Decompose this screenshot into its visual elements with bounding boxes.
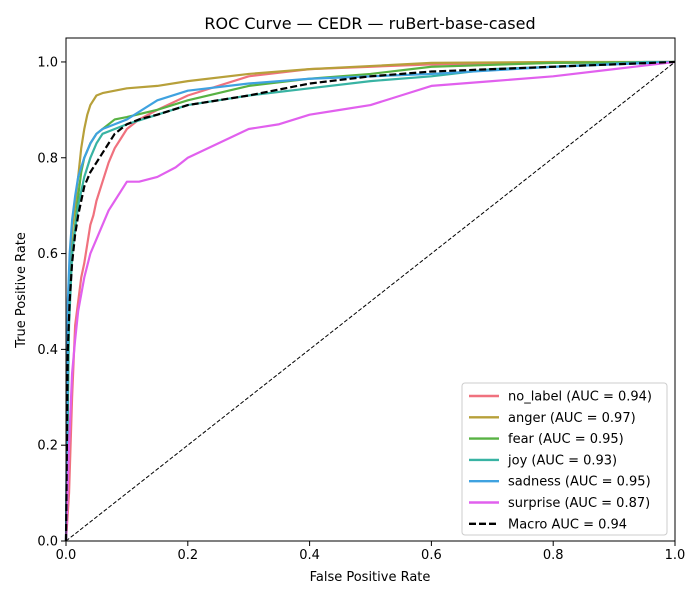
x-tick-label: 1.0 <box>665 548 686 563</box>
legend: no_label (AUC = 0.94) anger (AUC = 0.97) f… <box>461 382 668 536</box>
legend-label: no_label (AUC = 0.94) <box>508 390 652 405</box>
chart-title: ROC Curve — CEDR — ruBert-base-cased <box>204 14 535 33</box>
legend-entries: no_label (AUC = 0.94) anger (AUC = 0.97) f… <box>469 390 652 532</box>
y-tick-label: 0.8 <box>37 151 58 166</box>
legend-frame <box>461 382 668 536</box>
plot-frame <box>65 37 676 542</box>
legend-label: surprise (AUC = 0.87) <box>508 496 650 511</box>
x-tick-label: 0.6 <box>421 548 442 563</box>
axes-layer: 0.0 0.2 0.4 0.6 0.8 1.0 0.0 0.2 0.4 0.6 0.8 1.0 <box>37 55 685 563</box>
legend-label: Macro AUC = 0.94 <box>508 517 627 532</box>
series-line-4 <box>64 60 676 542</box>
series-line-6 <box>64 60 676 542</box>
plot-area <box>64 37 676 542</box>
x-tick-label: 0.8 <box>543 548 564 563</box>
y-tick-label: 1.0 <box>37 55 58 70</box>
series-layer <box>64 60 676 542</box>
y-axis-label: True Positive Rate <box>14 232 29 349</box>
legend-label: anger (AUC = 0.97) <box>508 411 636 426</box>
x-tick-label: 0.0 <box>56 548 77 563</box>
x-tick-label: 0.4 <box>299 548 320 563</box>
x-tick-label: 0.2 <box>177 548 198 563</box>
legend-label: fear (AUC = 0.95) <box>508 432 624 447</box>
series-line-0 <box>64 60 676 542</box>
series-line-1 <box>64 60 675 542</box>
legend-label: sadness (AUC = 0.95) <box>508 475 651 490</box>
y-tick-label: 0.6 <box>37 247 58 262</box>
y-tick-label: 0.4 <box>37 343 58 358</box>
y-tick-label: 0.0 <box>37 535 58 550</box>
x-axis-label: False Positive Rate <box>310 570 431 585</box>
legend-label: joy (AUC = 0.93) <box>507 453 617 468</box>
chance-reference-line <box>65 61 676 542</box>
y-tick-label: 0.2 <box>37 439 58 454</box>
series-line-5 <box>64 60 676 542</box>
